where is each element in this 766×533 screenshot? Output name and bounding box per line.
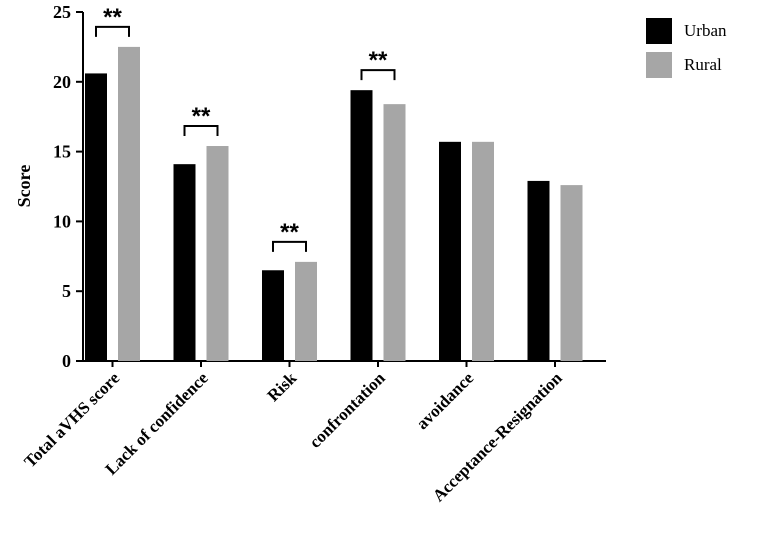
bar-rural [383,104,406,362]
bar-rural [560,185,583,361]
y-tick-label: 20 [53,72,71,92]
bar-urban [173,164,196,361]
legend: Urban Rural [646,18,727,78]
legend-swatch-rural [646,52,672,78]
significance-bracket [360,69,396,81]
y-tick-label: 5 [62,281,71,301]
significance-label: ** [369,47,388,74]
x-tick-label: confrontation [305,368,389,452]
bar-rural [206,146,229,361]
bar-urban [85,73,107,361]
legend-label-urban: Urban [684,21,727,40]
significance-label: ** [103,4,122,31]
x-tick-label: avoidance [412,368,477,433]
y-tick-label: 0 [62,351,71,371]
y-tick-label: 10 [53,211,71,231]
y-axis-title: Score [14,165,34,208]
bar-rural [295,261,317,361]
bar-rural [472,141,494,361]
significance-bracket [95,25,130,37]
bar-rural [118,46,140,362]
bar-urban [439,141,461,361]
y-tick-label: 25 [53,2,71,22]
x-tick-label: Risk [264,368,301,405]
significance-label: ** [192,103,211,130]
significance-bracket [183,125,219,137]
legend-label-rural: Rural [684,55,722,74]
bar-urban [527,180,550,361]
x-tick-label: Total aVHS score [20,368,123,471]
bar-urban [350,90,373,362]
legend-swatch-urban [646,18,672,44]
significance-label: ** [280,219,299,246]
significance-bracket [272,240,307,252]
bar-urban [262,270,284,361]
y-tick-label: 15 [53,142,71,162]
